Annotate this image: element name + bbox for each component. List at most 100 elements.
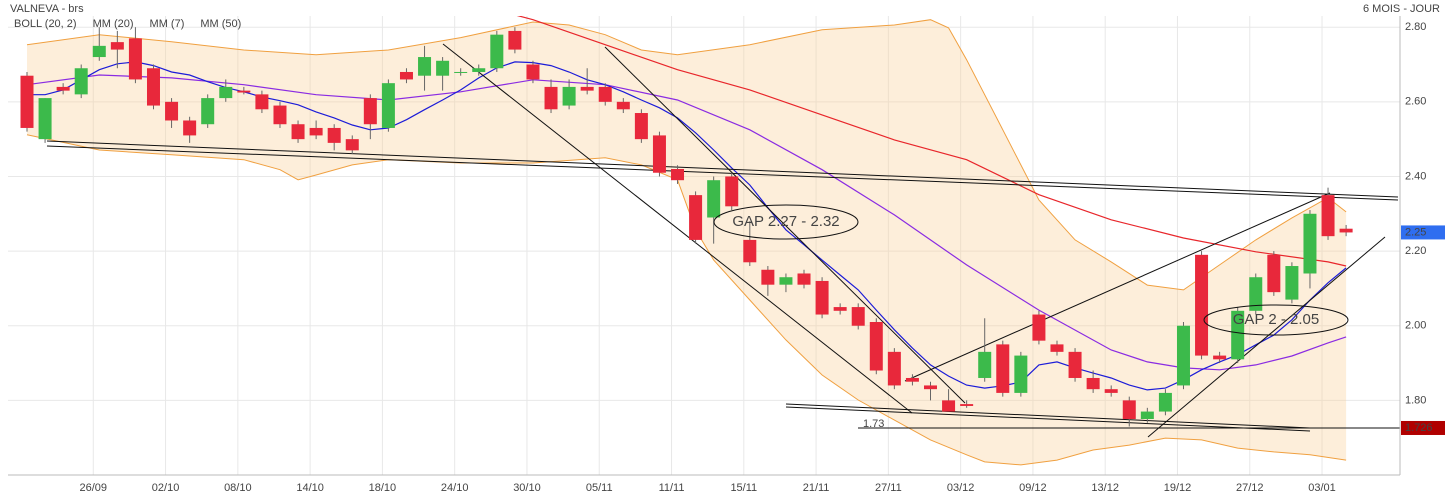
x-tick-label: 26/09 <box>80 482 108 494</box>
candle-body <box>1032 314 1046 341</box>
candle-body <box>725 176 739 207</box>
candle-body <box>454 71 468 73</box>
trend-line <box>46 140 1399 198</box>
trend-line <box>785 406 1311 432</box>
y-tick-label: 1.80 <box>1405 394 1426 406</box>
x-tick-label: 13/12 <box>1091 482 1119 494</box>
candle-body <box>146 68 160 106</box>
price-tag-label: 1.726 <box>1405 422 1433 434</box>
candle-body <box>652 135 666 173</box>
candle-body <box>761 269 775 285</box>
legend-entry: MM (7) <box>150 18 185 30</box>
candle-body <box>291 124 305 140</box>
annotation-ellipse <box>1203 304 1349 336</box>
trend-line <box>442 43 913 414</box>
candle-body <box>1122 400 1136 420</box>
candle-body <box>634 113 648 140</box>
x-tick-label: 03/01 <box>1308 482 1336 494</box>
legend-entry: MM (20) <box>93 18 134 30</box>
moving-average <box>27 61 1347 391</box>
candle-body <box>38 98 52 140</box>
candle-body <box>110 42 124 50</box>
y-tick-label: 2.40 <box>1405 170 1426 182</box>
candle-body <box>309 127 323 136</box>
candle-body <box>978 351 992 378</box>
candle-body <box>743 239 757 263</box>
x-tick-label: 18/10 <box>369 482 397 494</box>
candle-body <box>128 38 142 80</box>
y-tick-label: 2.20 <box>1405 245 1426 257</box>
x-tick-label: 21/11 <box>803 482 830 494</box>
legend-entry: BOLL (20, 2) <box>14 18 77 30</box>
candle-body <box>526 64 540 80</box>
candle-body <box>1267 254 1281 293</box>
level-label: 1.73 <box>863 418 884 430</box>
candle-body <box>1321 195 1335 237</box>
candle-body <box>418 57 432 76</box>
candle-body <box>869 322 883 371</box>
candle-body <box>1158 392 1172 412</box>
candle-body <box>237 90 251 93</box>
x-tick-label: 02/10 <box>152 482 180 494</box>
candle-body <box>598 86 612 102</box>
legend-entry: MM (50) <box>200 18 241 30</box>
x-tick-label: 03/12 <box>947 482 975 494</box>
plot <box>20 27 1400 429</box>
x-tick-label: 08/10 <box>224 482 252 494</box>
candle-body <box>255 94 269 110</box>
candle-body <box>1195 254 1209 356</box>
trend-line <box>785 403 1311 429</box>
price-tag-label: 2.25 <box>1405 226 1426 238</box>
x-tick-label: 15/11 <box>730 482 757 494</box>
candle-body <box>960 404 974 406</box>
candle-body <box>1339 228 1353 233</box>
candle-body <box>1213 355 1227 360</box>
candle-body <box>905 377 919 382</box>
candle-body <box>399 71 413 80</box>
candle-body <box>1014 355 1028 393</box>
candle-body <box>671 169 685 181</box>
candle-body <box>689 195 703 240</box>
candle-body <box>345 139 359 151</box>
bollinger-lower <box>26 134 1347 466</box>
x-tick-label: 27/12 <box>1236 482 1264 494</box>
bollinger-fill <box>27 19 1347 465</box>
annotation: GAP 2.27 - 2.32 <box>732 213 839 230</box>
candle-body <box>779 277 793 285</box>
chart-title: VALNEVA - brs <box>10 3 84 15</box>
candle-body <box>797 273 811 285</box>
candle-body <box>1303 213 1317 274</box>
candle-body <box>490 34 504 69</box>
candle-body <box>165 101 179 121</box>
x-tick-label: 19/12 <box>1164 482 1192 494</box>
x-tick-label: 27/11 <box>875 482 902 494</box>
candle-body <box>887 351 901 386</box>
candle-body <box>942 400 956 412</box>
trend-line <box>904 192 1331 382</box>
candle-body <box>20 75 34 128</box>
candle-body <box>381 83 395 128</box>
candle-body <box>1086 377 1100 390</box>
candle-body <box>544 86 558 110</box>
candle-body <box>363 98 377 125</box>
candle-body <box>1140 411 1154 420</box>
candle-body <box>508 30 522 50</box>
candle-body <box>815 280 829 315</box>
candle-body <box>183 120 197 136</box>
candle-body <box>436 60 450 76</box>
candle-body <box>273 105 287 125</box>
price-tag <box>1401 225 1445 240</box>
candle-body <box>924 385 937 390</box>
trend-line <box>46 145 1399 201</box>
x-tick-label: 30/10 <box>513 482 541 494</box>
candle-body <box>580 86 594 91</box>
x-tick-label: 05/11 <box>586 482 613 494</box>
candle-body <box>562 86 576 106</box>
candle-body <box>1068 351 1082 378</box>
candle-body <box>472 68 486 72</box>
candle-body <box>56 86 70 91</box>
trend-line <box>1147 236 1386 438</box>
candle-body <box>74 68 88 95</box>
